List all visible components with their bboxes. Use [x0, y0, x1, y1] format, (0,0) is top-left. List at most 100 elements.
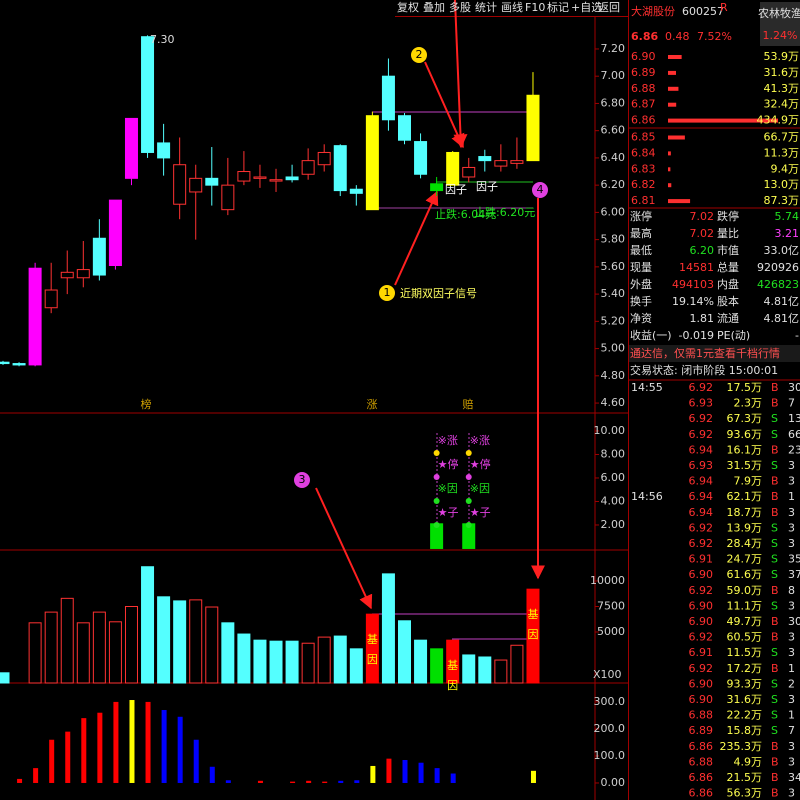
- annotation: 因子: [445, 183, 467, 196]
- tick-side: S: [771, 412, 778, 425]
- volume-bar: [510, 644, 524, 684]
- volume-bar: [462, 654, 476, 684]
- volume-bar: [92, 611, 106, 684]
- stat-value: 14581: [679, 261, 714, 274]
- volume-bar: [0, 672, 10, 684]
- indicator-bar: [49, 739, 55, 783]
- y-tick-label: 8.00: [601, 447, 626, 460]
- indicator-bar: [81, 718, 87, 783]
- arrow: [424, 61, 465, 149]
- tick-count: 23: [788, 443, 800, 456]
- y-tick-label: 300.0: [594, 695, 626, 708]
- candle-body: [124, 117, 138, 179]
- arrow: [453, 0, 468, 149]
- order-price: 6.90: [631, 50, 656, 63]
- y-tick-label: 5.20: [601, 314, 626, 327]
- toolbar-button[interactable]: 多股: [449, 0, 471, 14]
- candle-body: [462, 166, 476, 178]
- y-tick-label: 7.00: [601, 69, 626, 82]
- arrow: [394, 190, 439, 286]
- y-tick-label: 10000: [590, 574, 625, 587]
- annotation: 因子: [476, 180, 498, 193]
- tick-count: 3: [788, 521, 795, 534]
- y-tick-label: 6.00: [601, 205, 626, 218]
- volume-bar: [526, 588, 540, 684]
- stat-label: 跌停: [717, 209, 739, 223]
- volume-bar: [44, 611, 58, 684]
- candle-body: [446, 151, 460, 186]
- bar-label: 基: [447, 659, 458, 672]
- y-tick-label: 10.00: [594, 424, 626, 437]
- volume-bar: [108, 621, 122, 684]
- toolbar-button[interactable]: 返回: [598, 1, 620, 14]
- order-price: 6.88: [631, 82, 656, 95]
- indicator-bar: [225, 780, 231, 783]
- y-tick-label: 5.00: [601, 342, 626, 355]
- signal-dot: [433, 474, 440, 480]
- stat-value: -: [795, 329, 799, 342]
- indicator-bar: [113, 701, 119, 783]
- tick-volume: 31.5万: [727, 459, 763, 472]
- candle-body: [301, 160, 315, 175]
- tick-side: B: [771, 740, 779, 753]
- order-volume: 41.3万: [764, 82, 800, 95]
- y-tick-label: 0.00: [601, 776, 626, 789]
- indicator-bar: [386, 758, 392, 783]
- y-tick-label: 5.80: [601, 233, 626, 246]
- volume-bar: [28, 622, 42, 684]
- tick-time: 14:55: [631, 381, 663, 394]
- tick-side: B: [771, 771, 779, 784]
- y-tick-label: 6.40: [601, 151, 626, 164]
- candle-body: [365, 115, 379, 211]
- annotation: 2: [416, 48, 423, 61]
- toolbar-button[interactable]: +自选: [571, 1, 602, 14]
- stat-label: 最高: [630, 226, 652, 240]
- stat-label: 流通: [717, 311, 739, 325]
- tick-side: S: [771, 568, 778, 581]
- stat-value: 426823: [757, 278, 799, 291]
- tick-volume: 11.5万: [727, 646, 763, 659]
- annotation: 榜: [141, 397, 152, 411]
- indicator-bar: [434, 768, 440, 783]
- tick-count: 3: [788, 631, 795, 644]
- tick-volume: 56.3万: [727, 787, 763, 800]
- candle-body: [92, 237, 106, 276]
- stock-code: 600257: [682, 5, 724, 18]
- arrow: [315, 487, 373, 610]
- toolbar-button[interactable]: 复权: [397, 0, 419, 14]
- stat-label: 总量: [717, 260, 739, 274]
- order-price: 6.81: [631, 194, 656, 207]
- indicator-bar: [354, 780, 360, 783]
- volume-bar: [76, 622, 90, 684]
- toolbar-button[interactable]: 标记: [547, 0, 569, 14]
- tick-price: 6.91: [689, 646, 714, 659]
- tick-count: 1: [788, 709, 795, 722]
- indicator-bar: [322, 781, 328, 783]
- tick-volume: 7.9万: [734, 475, 763, 488]
- signal-dot: [465, 522, 472, 528]
- tick-volume: 31.6万: [727, 693, 763, 706]
- tick-side: S: [771, 459, 778, 472]
- indicator-bar: [209, 766, 215, 783]
- volume-bar: [173, 600, 187, 684]
- tick-count: 7: [788, 724, 795, 737]
- signal-dot: [433, 450, 440, 456]
- tick-price: 6.88: [689, 755, 714, 768]
- tick-price: 6.86: [689, 787, 714, 800]
- notice[interactable]: 通达信，仅需1元查看千档行情: [630, 346, 780, 360]
- tick-count: 3: [788, 755, 795, 768]
- order-volume: 13.0万: [764, 178, 800, 191]
- toolbar-button[interactable]: 画线: [501, 0, 523, 14]
- stat-label: 市值: [717, 243, 739, 257]
- toolbar-button[interactable]: 统计: [475, 1, 497, 14]
- toolbar-button[interactable]: F10: [525, 1, 545, 14]
- order-bar: [668, 135, 685, 140]
- tick-count: 7: [788, 397, 795, 410]
- change-pct: 7.52%: [697, 30, 732, 43]
- toolbar-button[interactable]: 叠加: [423, 1, 445, 14]
- industry: 农林牧渔: [758, 6, 800, 20]
- candle-body: [285, 176, 299, 181]
- indicator-bar: [370, 765, 376, 783]
- tick-count: 3: [788, 787, 795, 800]
- signal-label: ★子: [470, 506, 491, 519]
